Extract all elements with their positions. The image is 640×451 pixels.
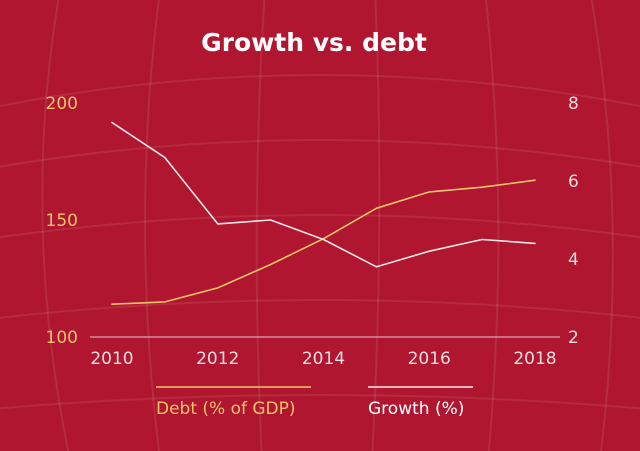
x-axis-tick-label: 2012 <box>196 349 239 369</box>
background-curve <box>41 0 70 451</box>
background-curve <box>144 0 160 451</box>
background-curve <box>0 214 640 239</box>
background-curve <box>0 74 640 108</box>
right-axis-ticks: 2 4 6 8 <box>568 94 579 348</box>
background-curve <box>371 0 381 451</box>
x-axis-tick-label: 2016 <box>408 349 451 369</box>
left-axis-ticks: 100 150 200 <box>46 94 78 348</box>
left-axis-tick-label: 150 <box>46 211 78 231</box>
x-axis-tick-label: 2014 <box>302 349 345 369</box>
background-curve <box>0 299 640 319</box>
x-axis-ticks: 2010 2012 2014 2016 2018 <box>90 349 556 369</box>
right-axis-tick-label: 6 <box>568 172 579 192</box>
right-axis-tick-label: 4 <box>568 250 579 270</box>
left-axis-tick-label: 100 <box>46 328 78 348</box>
background-curve <box>0 139 640 168</box>
right-axis-tick-label: 2 <box>568 328 579 348</box>
background-curve <box>255 0 266 451</box>
x-axis-tick-label: 2010 <box>90 349 133 369</box>
background-curve <box>485 0 500 451</box>
chart-title: Growth vs. debt <box>201 28 427 57</box>
left-axis-tick-label: 200 <box>46 94 78 114</box>
background-curve <box>0 394 640 410</box>
legend: Debt (% of GDP) Growth (%) <box>156 386 473 419</box>
legend-growth-label: Growth (%) <box>368 399 464 419</box>
series-lines <box>111 121 536 306</box>
growth-series-line <box>111 121 536 268</box>
right-axis-tick-label: 8 <box>568 94 579 114</box>
legend-debt-label: Debt (% of GDP) <box>156 399 296 419</box>
background-curve <box>590 0 614 451</box>
x-axis-tick-label: 2018 <box>513 349 556 369</box>
